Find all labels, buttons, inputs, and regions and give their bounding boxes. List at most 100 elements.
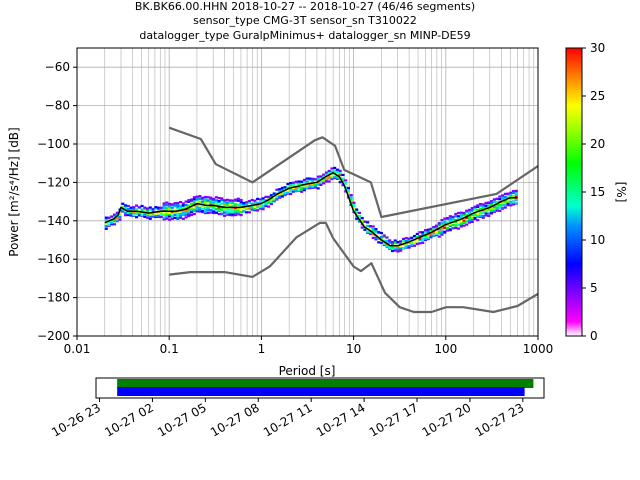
psd-cell [448, 219, 452, 222]
psd-cell [234, 211, 238, 215]
psd-cell [470, 206, 474, 210]
psd-cell [341, 173, 345, 177]
plot-area [77, 48, 538, 336]
psd-cell [399, 240, 403, 243]
psd-cell [421, 241, 425, 244]
psd-cell [223, 199, 227, 202]
psd-cell [253, 202, 257, 205]
psd-cell [272, 200, 276, 203]
psd-cell [316, 175, 320, 178]
psd-cell [209, 205, 213, 209]
psd-cell [396, 240, 400, 244]
psd-cell [426, 230, 430, 234]
psd-cell [239, 211, 243, 214]
psd-plot: 0.01 0.1 1 10 100 1000 −60 −80 −100 −120 −140 −160… [7, 47, 553, 378]
psd-cell [390, 249, 395, 253]
psd-cell [231, 199, 235, 202]
psd-cell [509, 204, 513, 207]
psd-cell [280, 188, 284, 191]
psd-cell [121, 208, 125, 212]
psd-cell [289, 190, 293, 193]
psd-cell [349, 198, 353, 201]
psd-cell [404, 240, 408, 243]
psd-cell [316, 183, 320, 186]
psd-cell [440, 233, 444, 236]
psd-cell [423, 229, 428, 232]
psd-cell [258, 201, 262, 204]
psd-cell [198, 206, 202, 209]
psd-cell [168, 218, 172, 221]
psd-cell [487, 214, 491, 218]
psd-cell [225, 207, 229, 210]
noise-model-high-line [168, 126, 538, 219]
psd-cell [217, 196, 221, 200]
psd-cell [470, 214, 474, 217]
psd-cell [132, 207, 136, 211]
psd-cell [490, 203, 494, 206]
psd-cell [327, 174, 331, 177]
psd-cell [121, 210, 125, 213]
psd-cell [462, 211, 466, 215]
psd-cell [231, 205, 235, 208]
psd-cell [124, 207, 128, 210]
psd-cell [253, 199, 257, 202]
psd-cell [212, 197, 216, 201]
psd-cell [319, 180, 323, 184]
psd-cell [121, 202, 125, 205]
psd-cell [173, 216, 177, 219]
psd-cell [490, 211, 494, 214]
psd-cell [143, 207, 147, 210]
psd-cell [143, 206, 147, 209]
psd-cell [165, 208, 169, 211]
psd-cell [300, 190, 304, 193]
psd-cell [195, 208, 199, 211]
psd-cell [201, 196, 205, 199]
psd-cell [206, 209, 210, 212]
psd-cell [512, 190, 516, 193]
psd-cell [308, 187, 312, 190]
psd-cell [330, 174, 334, 177]
psd-cell [451, 223, 455, 227]
psd-cell [432, 225, 436, 229]
psd-cell [278, 196, 282, 199]
psd-cell [234, 203, 238, 206]
psd-cell [501, 198, 505, 202]
psd-cell [492, 198, 496, 201]
psd-cell [269, 202, 273, 206]
psd-cell [338, 169, 342, 173]
colorbar-gradient [565, 47, 583, 337]
psd-cell [146, 216, 150, 219]
psd-cell [426, 237, 430, 241]
psd-cell [231, 213, 235, 216]
psd-cell [327, 176, 331, 179]
psd-cell [423, 231, 428, 234]
psd-cell [443, 220, 447, 223]
psd-cell [272, 198, 276, 201]
psd-cell [195, 210, 199, 213]
psd-cell [327, 180, 331, 183]
psd-cell [231, 202, 235, 205]
psd-cell [110, 223, 114, 226]
psd-cell [181, 202, 185, 205]
psd-cell [374, 227, 378, 231]
psd-cell [225, 210, 229, 213]
psd-cell [396, 248, 400, 251]
psd-cell [360, 216, 364, 220]
psd-cell [468, 212, 472, 215]
timeline-tick-label: 10-27 02 [102, 400, 156, 439]
psd-cell [454, 215, 458, 218]
psd-cell [308, 177, 312, 180]
psd-cell [135, 204, 139, 207]
psd-cell [509, 200, 513, 203]
psd-cell [503, 195, 507, 198]
psd-cell [267, 195, 271, 198]
psd-cell [151, 215, 155, 218]
psd-cell [165, 206, 169, 209]
psd-cell [228, 208, 232, 211]
psd-cell [126, 213, 130, 217]
psd-cell [236, 197, 240, 200]
psd-cell [327, 172, 331, 175]
mode-line-group [104, 172, 518, 247]
psd-cell [490, 200, 494, 203]
